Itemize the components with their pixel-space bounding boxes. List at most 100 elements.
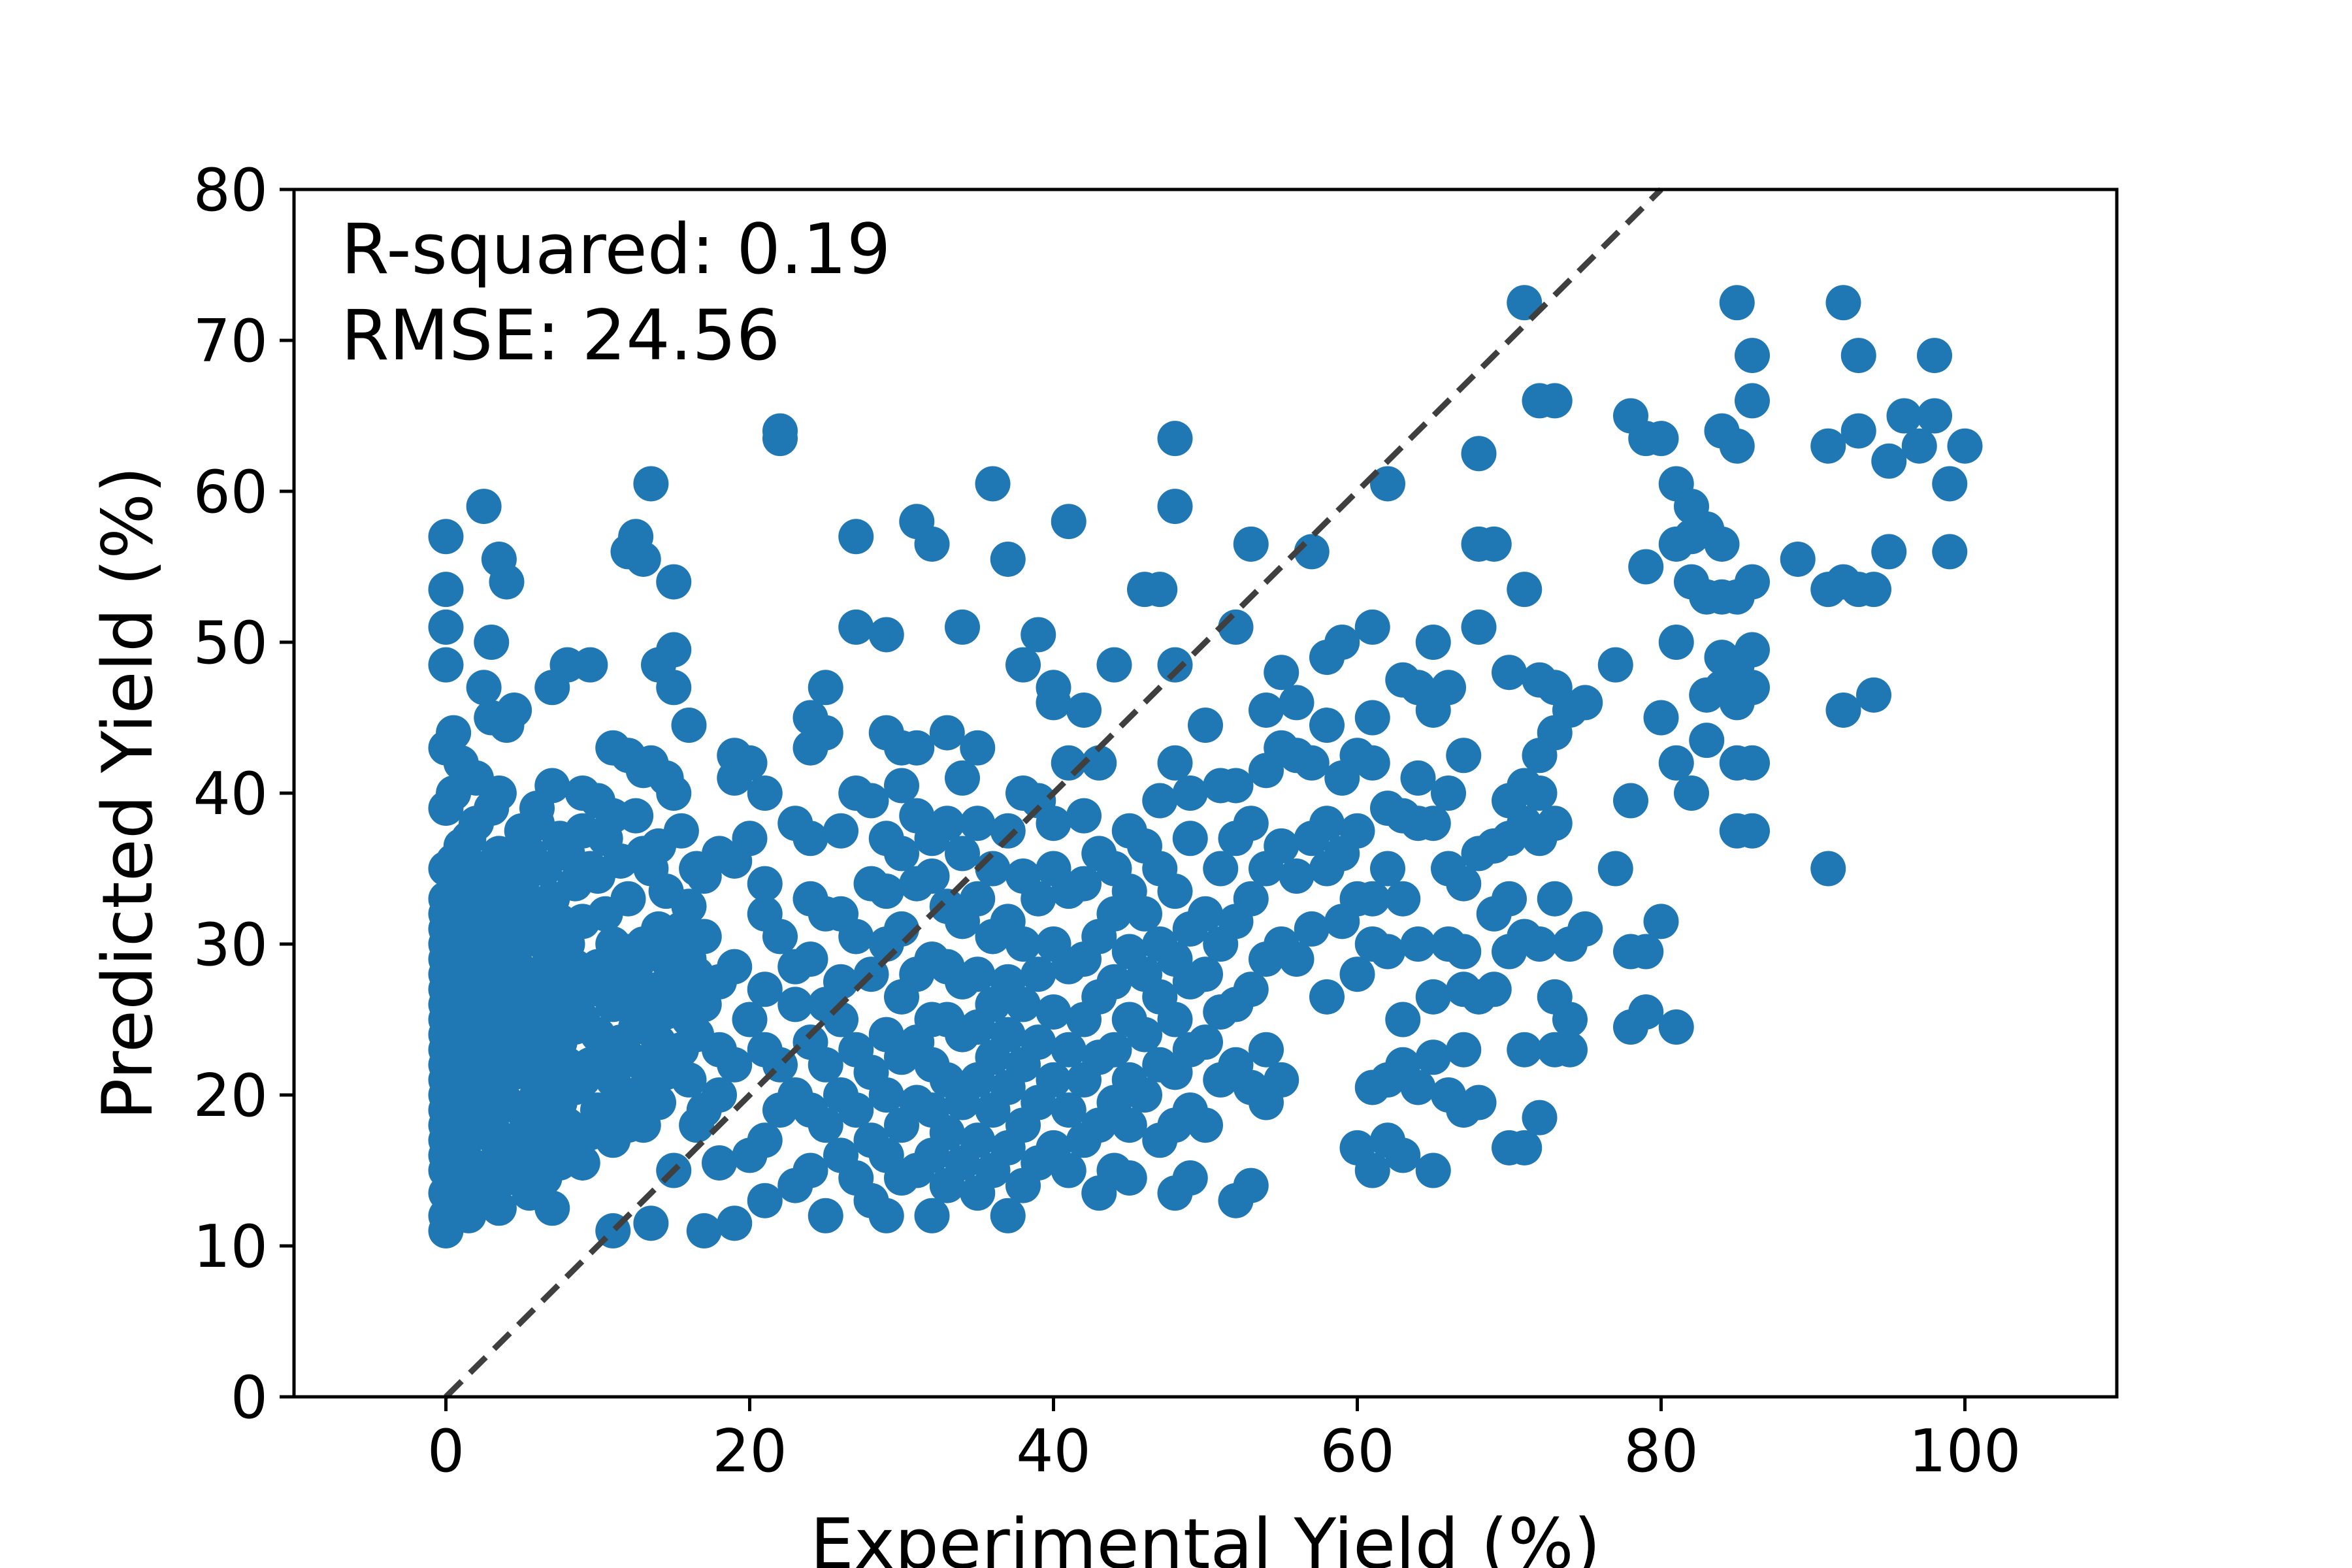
data-point xyxy=(466,670,502,706)
data-point xyxy=(1157,421,1193,457)
data-point xyxy=(1249,1032,1284,1068)
data-point xyxy=(914,526,950,562)
y-axis-label: Predicted Yield (%) xyxy=(88,466,168,1120)
data-point xyxy=(686,1213,722,1249)
data-point xyxy=(1036,994,1071,1030)
data-point xyxy=(1188,1024,1223,1060)
data-point xyxy=(747,1183,783,1218)
data-point xyxy=(808,1047,843,1083)
data-point xyxy=(618,798,654,834)
data-point xyxy=(1507,572,1543,608)
data-point xyxy=(1552,1032,1588,1068)
data-point xyxy=(1157,745,1193,781)
data-point xyxy=(1825,692,1861,728)
data-point xyxy=(1719,285,1755,321)
data-point xyxy=(914,1198,950,1233)
data-point xyxy=(1415,1152,1451,1188)
data-point xyxy=(1157,1002,1193,1037)
data-point xyxy=(1157,647,1193,683)
data-point xyxy=(1096,964,1132,1000)
data-point xyxy=(990,1017,1026,1053)
data-point xyxy=(1537,881,1573,917)
data-point xyxy=(1111,1160,1147,1196)
data-point xyxy=(1264,655,1299,691)
data-point xyxy=(481,776,517,811)
data-point xyxy=(633,466,669,502)
data-point xyxy=(1279,941,1315,977)
data-point xyxy=(1415,979,1451,1015)
data-point xyxy=(868,874,904,909)
data-point xyxy=(1689,723,1725,759)
data-point xyxy=(1081,745,1117,781)
data-point xyxy=(1567,911,1603,947)
data-point xyxy=(1780,541,1816,577)
data-point xyxy=(534,1190,570,1226)
data-point xyxy=(1354,609,1390,645)
data-point xyxy=(1127,896,1162,932)
data-point xyxy=(1947,428,1983,464)
reference-line xyxy=(444,187,1663,1399)
data-point xyxy=(1264,1062,1299,1098)
data-point xyxy=(1871,443,1907,479)
data-point xyxy=(656,670,692,706)
data-point xyxy=(762,413,798,449)
data-point xyxy=(1735,670,1770,706)
data-point xyxy=(1127,1017,1162,1053)
data-point xyxy=(428,519,464,555)
data-point xyxy=(792,1152,828,1188)
y-axis: 0 10 20 30 40 50 60 70 80 xyxy=(193,156,294,1432)
stat-rmse: RMSE: 24.56 xyxy=(341,295,780,376)
data-point xyxy=(838,1092,874,1128)
data-point xyxy=(1658,1009,1694,1045)
data-point xyxy=(1339,956,1375,992)
data-point xyxy=(1431,776,1466,811)
data-point xyxy=(1735,338,1770,374)
y-tick-label: 60 xyxy=(193,458,268,527)
data-point xyxy=(1704,526,1740,562)
data-point xyxy=(1932,534,1968,570)
data-point xyxy=(1917,338,1952,374)
data-point xyxy=(1188,956,1223,992)
data-point xyxy=(428,572,464,608)
data-point xyxy=(1218,768,1254,804)
data-point xyxy=(1172,1160,1208,1196)
data-point xyxy=(1597,851,1633,887)
data-point xyxy=(808,670,843,706)
data-point xyxy=(1339,813,1375,849)
data-point xyxy=(572,647,608,683)
data-point xyxy=(1203,851,1239,887)
data-point xyxy=(1476,526,1512,562)
data-point xyxy=(1309,979,1345,1015)
data-point xyxy=(960,956,996,992)
data-point xyxy=(1567,685,1603,721)
data-point xyxy=(1901,428,1937,464)
data-point xyxy=(1400,1070,1436,1105)
data-point xyxy=(1005,647,1041,683)
data-point xyxy=(641,1085,676,1120)
data-point xyxy=(1233,526,1269,562)
data-point xyxy=(1537,383,1573,419)
data-point xyxy=(945,609,980,645)
x-tick-label: 40 xyxy=(1016,1417,1091,1486)
data-point xyxy=(823,813,858,849)
data-point xyxy=(1172,821,1208,857)
data-point xyxy=(466,489,502,525)
data-point xyxy=(732,1002,768,1037)
data-point xyxy=(1051,1092,1086,1128)
data-point xyxy=(838,919,874,955)
x-tick-label: 0 xyxy=(427,1417,465,1486)
data-point xyxy=(945,760,980,796)
data-point xyxy=(1036,1062,1071,1098)
data-point xyxy=(1856,677,1891,713)
data-point xyxy=(1507,1032,1543,1068)
data-point xyxy=(1188,1107,1223,1143)
data-point xyxy=(1142,783,1178,819)
data-point xyxy=(1172,776,1208,811)
data-point xyxy=(853,783,889,819)
data-point xyxy=(717,949,753,985)
data-point xyxy=(1111,1107,1147,1143)
data-point xyxy=(1917,398,1952,434)
y-tick-label: 20 xyxy=(193,1062,268,1130)
data-point xyxy=(1735,632,1770,668)
